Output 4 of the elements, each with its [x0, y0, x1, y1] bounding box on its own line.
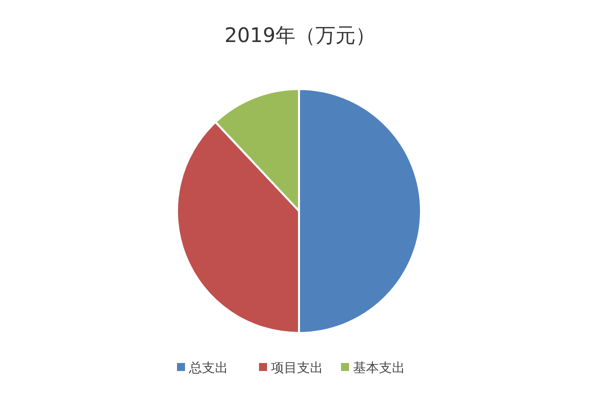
chart-title: 2019年（万元）: [224, 23, 376, 47]
legend-label: 项目支出: [271, 361, 323, 376]
legend-label: 总支出: [188, 361, 228, 376]
legend-label: 基本支出: [353, 361, 405, 376]
